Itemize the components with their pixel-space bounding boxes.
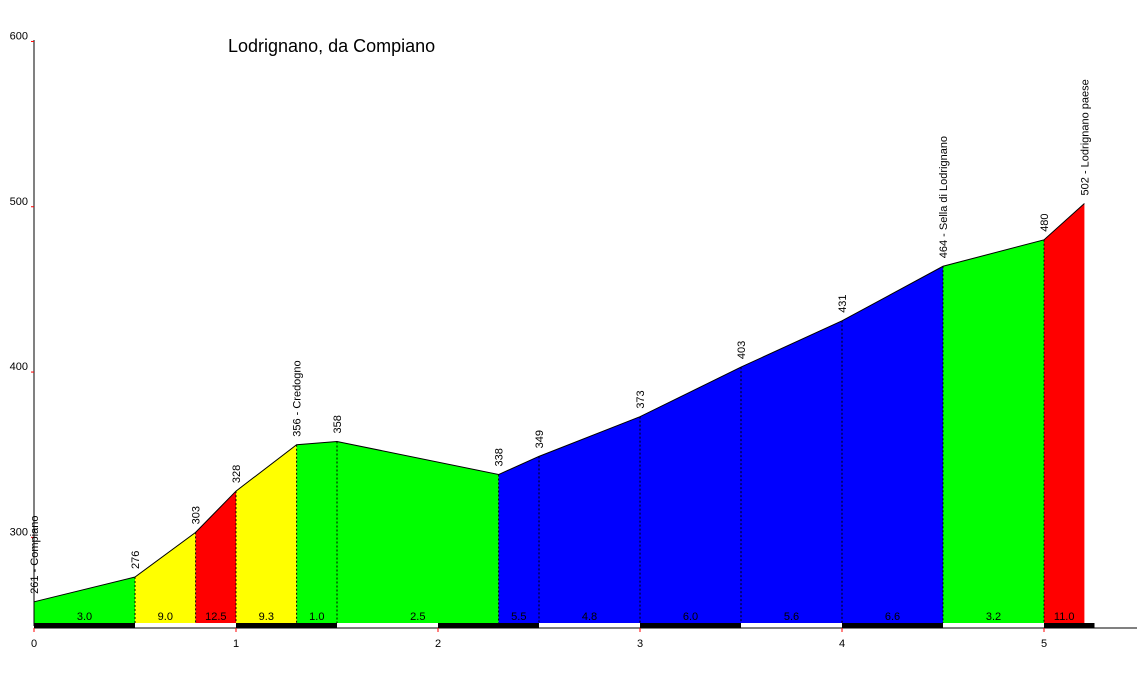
km-band <box>1094 623 1137 628</box>
point-label: 303 <box>191 506 203 524</box>
km-band <box>539 623 640 628</box>
km-band <box>1044 623 1095 628</box>
gradient-label: 9.0 <box>158 611 173 623</box>
x-tick-label: 5 <box>1041 638 1047 650</box>
profile-line <box>33 203 1085 603</box>
gradient-label: 5.6 <box>784 611 799 623</box>
point-label: 502 - Lodrignano paese <box>1079 79 1091 195</box>
profile-segment <box>337 441 499 623</box>
profile-segment <box>296 441 337 623</box>
x-tick-label: 1 <box>233 638 239 650</box>
km-band <box>236 623 337 628</box>
gradient-label: 4.8 <box>582 611 597 623</box>
gradient-label: 6.6 <box>885 611 900 623</box>
x-tick-label: 0 <box>31 638 37 650</box>
km-band <box>842 623 943 628</box>
profile-segment <box>236 444 297 623</box>
gradient-labels: 3.0 9.0 12.5 9.3 1.0 2.5 5.5 4.8 6.0 5.6 6.6 3.2 11.… <box>77 611 1075 623</box>
point-label: 480 <box>1039 213 1051 231</box>
gradient-label: 2.5 <box>410 611 425 623</box>
gradient-label: 5.5 <box>511 611 526 623</box>
point-label: 464 - Sella di Lodrignano <box>938 136 950 258</box>
x-tick-label: 3 <box>637 638 643 650</box>
axes: 300 400 500 600 0 1 2 3 4 5 <box>10 30 1137 650</box>
profile-segment <box>640 367 741 623</box>
profile-segment <box>943 239 1044 623</box>
km-band <box>438 623 539 628</box>
point-label: 403 <box>736 341 748 359</box>
profile-segments <box>34 203 1085 623</box>
point-label: 349 <box>534 430 546 448</box>
chart-title: Lodrignano, da Compiano <box>228 36 435 56</box>
y-tick-label: 600 <box>10 30 28 42</box>
km-band <box>337 623 438 628</box>
profile-segment <box>539 416 640 623</box>
point-label: 276 <box>130 551 142 569</box>
profile-segment <box>498 456 539 623</box>
gradient-label: 3.0 <box>77 611 92 623</box>
km-band <box>640 623 741 628</box>
point-label: 373 <box>635 390 647 408</box>
gradient-label: 3.2 <box>986 611 1001 623</box>
profile-segment <box>842 266 943 623</box>
point-labels: 261 - Compiano 276 303 328 356 - Credogno 358… <box>29 79 1091 594</box>
gradient-label: 6.0 <box>683 611 698 623</box>
km-band <box>34 623 135 628</box>
km-band <box>943 623 1044 628</box>
gradient-label: 12.5 <box>205 611 226 623</box>
point-label: 328 <box>231 465 243 483</box>
gradient-label: 11.0 <box>1054 611 1075 623</box>
profile-segment <box>1044 203 1085 623</box>
point-label: 358 <box>332 415 344 433</box>
x-tick-label: 4 <box>839 638 845 650</box>
y-tick-label: 500 <box>10 196 28 208</box>
gradient-label: 1.0 <box>309 611 324 623</box>
point-label: 261 - Compiano <box>29 516 41 594</box>
point-label: 431 <box>837 294 849 312</box>
point-label: 356 - Credogno <box>292 360 304 436</box>
profile-segment <box>135 532 196 623</box>
segment-dividers <box>134 239 1045 623</box>
y-tick-label: 300 <box>10 526 28 538</box>
profile-segment <box>34 577 135 623</box>
gradient-label: 9.3 <box>259 611 274 623</box>
km-band <box>741 623 842 628</box>
profile-outline <box>33 203 1085 603</box>
km-band <box>135 623 236 628</box>
point-label: 338 <box>494 448 506 466</box>
x-tick-label: 2 <box>435 638 441 650</box>
y-tick-label: 400 <box>10 361 28 373</box>
profile-segment <box>195 491 236 623</box>
profile-segment <box>741 320 842 623</box>
